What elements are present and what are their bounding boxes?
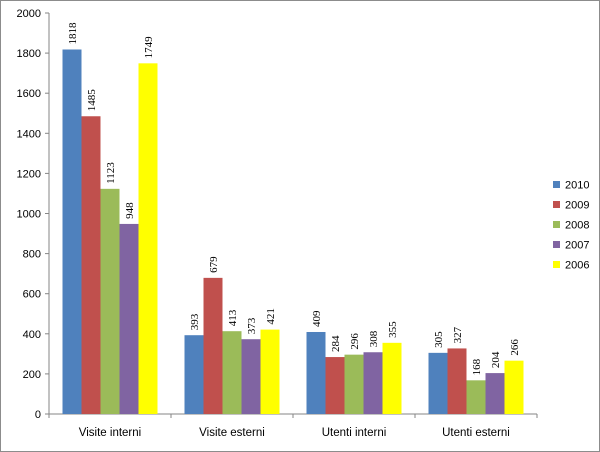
bar: [504, 360, 524, 414]
bar: [100, 188, 120, 414]
data-label: 355: [387, 321, 399, 338]
bar: [138, 63, 158, 414]
y-tick-label: 400: [23, 329, 41, 341]
y-tick-label: 800: [23, 249, 41, 261]
data-label: 393: [189, 313, 201, 330]
bar: [344, 354, 364, 414]
legend-label: 2009: [565, 200, 589, 212]
bar: [260, 329, 280, 414]
category-label: Utenti interni: [322, 427, 387, 439]
bar: [62, 49, 82, 415]
bar: [184, 335, 204, 414]
legend-swatch: [553, 201, 560, 208]
data-label: 409: [311, 310, 323, 327]
legend-swatch: [553, 241, 560, 248]
y-tick-label: 2000: [17, 8, 41, 20]
category-label: Visite interni: [79, 427, 141, 439]
y-tick-label: 1800: [17, 48, 41, 60]
data-label: 373: [246, 317, 258, 334]
bar: [485, 373, 505, 414]
y-tick-label: 1400: [17, 128, 41, 140]
legend-swatch: [553, 221, 560, 228]
bar: [466, 380, 486, 414]
bar: [119, 223, 139, 414]
y-tick-label: 1000: [17, 209, 41, 221]
data-label: 266: [509, 339, 521, 356]
legend-swatch: [553, 261, 560, 268]
data-label: 284: [330, 335, 342, 352]
data-label: 1749: [143, 36, 155, 59]
data-label: 1485: [86, 89, 98, 112]
category-label: Utenti esterni: [442, 427, 510, 439]
data-label: 1818: [67, 22, 79, 45]
data-label: 308: [368, 330, 380, 347]
data-label: 327: [452, 326, 464, 343]
legend-label: 2008: [565, 220, 589, 232]
bar: [222, 331, 242, 414]
legend-swatch: [553, 181, 560, 188]
data-label: 679: [208, 256, 220, 273]
y-tick-label: 1600: [17, 88, 41, 100]
category-label: Visite esterni: [199, 427, 265, 439]
data-label: 948: [124, 202, 136, 219]
data-label: 413: [227, 309, 239, 326]
y-tick-label: 0: [35, 409, 41, 421]
legend-label: 2006: [565, 260, 589, 272]
bar: [325, 357, 345, 414]
y-tick-label: 200: [23, 369, 41, 381]
legend-label: 2010: [565, 180, 589, 192]
y-tick-label: 600: [23, 289, 41, 301]
data-label: 421: [265, 308, 277, 325]
bar: [447, 348, 467, 414]
bar: [363, 352, 383, 414]
data-label: 305: [433, 331, 445, 348]
bar: [241, 339, 261, 414]
data-label: 1123: [105, 162, 117, 184]
bar: [382, 342, 402, 414]
bar: [428, 352, 448, 414]
bar: [81, 116, 101, 414]
bar: [306, 331, 326, 414]
data-label: 168: [471, 358, 483, 375]
y-tick-label: 1200: [17, 168, 41, 180]
bar: [203, 277, 223, 414]
data-label: 296: [349, 333, 361, 350]
data-label: 204: [490, 351, 502, 368]
legend-label: 2007: [565, 240, 589, 252]
